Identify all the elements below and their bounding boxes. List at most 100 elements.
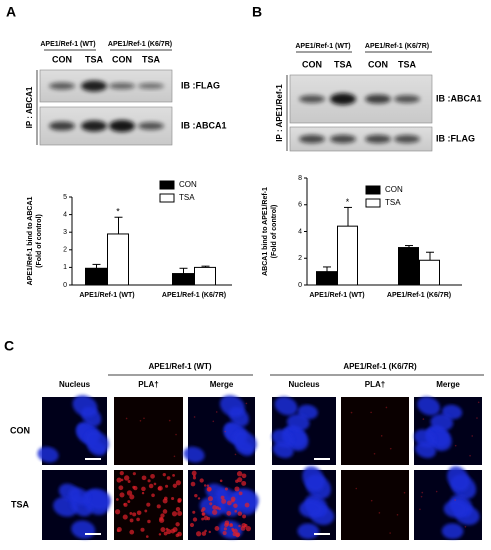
content: APE1/Ref-1 (WT) APE1/Ref-1 (K6/7R) CON TSA C… <box>10 41 484 540</box>
pla-signal <box>235 532 240 538</box>
pla-signal <box>454 444 457 447</box>
pla-signal <box>385 406 388 409</box>
nucleus <box>417 396 441 416</box>
micrograph <box>114 397 183 465</box>
pla-signal <box>192 517 198 522</box>
blot-band <box>394 134 420 144</box>
scale-bar <box>314 533 330 535</box>
nucleus <box>297 523 320 540</box>
pla-signal <box>153 482 157 486</box>
pla-signal <box>116 477 122 483</box>
pla-signal <box>373 452 376 455</box>
pla-signal <box>476 417 478 419</box>
micrograph <box>341 397 409 465</box>
blot-group-label: APE1/Ref-1 (WT) <box>40 41 95 48</box>
pla-signal <box>232 528 238 534</box>
pla-signal <box>122 514 128 520</box>
row-label: CON <box>10 425 30 435</box>
pla-signal <box>114 509 121 515</box>
pla-signal <box>454 499 456 501</box>
pla-signal <box>127 480 131 484</box>
pla-signal <box>389 532 391 534</box>
pla-signal <box>224 487 228 491</box>
pla-signal <box>126 490 133 496</box>
pla-signal <box>230 496 236 502</box>
pla-signal <box>136 510 142 516</box>
blot-band <box>365 94 391 104</box>
pla-signal <box>219 479 223 483</box>
y-tick-label: 6 <box>298 202 302 209</box>
nucleus <box>72 395 98 417</box>
column-label: PLA† <box>365 380 385 389</box>
pla-signal <box>244 502 250 508</box>
pla-signal <box>189 522 195 528</box>
micrograph-bg <box>341 397 409 465</box>
pla-signal <box>201 517 205 521</box>
pla-signal <box>226 510 232 516</box>
pla-signal <box>221 498 227 504</box>
pla-signal <box>222 530 227 536</box>
pla-signal <box>192 510 196 514</box>
nucleus <box>430 414 454 431</box>
pla-signal <box>136 517 140 522</box>
pla-signal <box>201 512 206 516</box>
micrograph-bg <box>341 470 409 540</box>
pla-signal <box>245 402 248 405</box>
nucleus <box>84 430 109 453</box>
column-label: Nucleus <box>59 380 91 389</box>
y-axis-label: (Fold of control) <box>271 205 278 259</box>
nucleus <box>415 442 436 459</box>
pla-signal <box>148 483 154 489</box>
pla-signal <box>177 510 183 516</box>
pla-signal <box>166 476 171 480</box>
x-tick-label: APE1/Ref-1 (WT) <box>309 292 364 299</box>
pla-signal <box>150 473 155 479</box>
nucleus <box>443 500 467 518</box>
pla-signal <box>350 411 353 414</box>
blot-band <box>138 83 164 89</box>
pla-signal <box>477 401 480 404</box>
bar <box>337 225 358 286</box>
pla-signal <box>212 420 215 423</box>
blot-row-label: IB :ABCA1 <box>181 120 227 130</box>
nucleus <box>274 396 298 416</box>
legend-label: TSA <box>179 193 195 202</box>
pla-signal <box>116 527 122 533</box>
bar <box>107 233 129 286</box>
pla-signal <box>190 481 196 487</box>
pla-signal <box>177 499 182 503</box>
pla-signal <box>118 485 124 491</box>
pla-signal <box>151 493 155 498</box>
pla-signal <box>223 527 227 531</box>
pla-signal <box>141 475 147 481</box>
pla-signal <box>370 411 372 414</box>
legend-label: TSA <box>385 198 401 207</box>
micrograph <box>272 466 336 540</box>
pla-signal <box>129 494 135 500</box>
pla-signal <box>389 447 392 450</box>
pla-signal <box>201 507 206 511</box>
pla-signal <box>224 430 226 433</box>
bar <box>194 266 216 286</box>
pla-signal <box>421 491 424 494</box>
micrograph <box>188 470 259 540</box>
bar <box>85 267 107 286</box>
blot-band <box>49 82 75 90</box>
pla-signal <box>162 473 166 477</box>
pla-signal <box>123 502 128 507</box>
pla-signal <box>119 470 124 476</box>
pla-signal <box>162 498 168 504</box>
pla-signal <box>241 473 247 479</box>
annotation: * <box>116 207 120 217</box>
x-tick-label: APE1/Ref-1 (K6/7R) <box>162 292 226 299</box>
blot-band <box>394 95 420 103</box>
pla-signal <box>236 471 243 477</box>
pla-signal <box>245 526 252 532</box>
pla-signal <box>160 513 165 518</box>
y-tick-label: 2 <box>63 247 67 254</box>
pla-signal <box>157 486 162 491</box>
blot-band <box>299 134 325 144</box>
pla-signal <box>191 470 197 476</box>
pla-signal <box>226 500 232 506</box>
column-label: PLA† <box>138 380 158 389</box>
